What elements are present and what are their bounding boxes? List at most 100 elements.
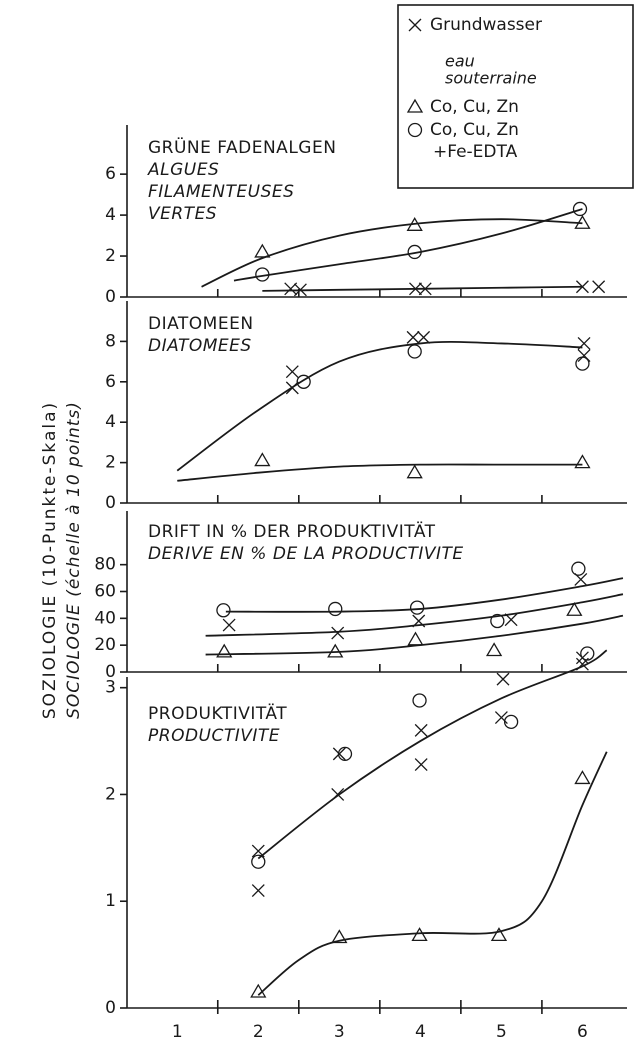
panel-title-fr: PRODUCTIVITE [148,726,280,746]
legend-label-fr: eau [445,52,475,71]
triangle-marker [574,770,591,785]
x-marker [494,711,508,725]
y-tick-label: 20 [94,635,116,655]
triangle-marker [574,454,591,469]
y-tick-label: 60 [94,582,116,602]
triangle-marker [254,243,271,258]
y-axis-label: SOZIOLOGIE (10-Punkte-Skala) [40,401,60,719]
circle-marker [409,600,425,615]
x-marker [577,336,591,350]
legend-label: Grundwasser [430,15,542,35]
x-marker [575,280,589,294]
circle-marker [407,244,422,260]
triangle-marker [407,631,424,646]
x-tick-label: 2 [253,1022,264,1042]
circle-marker [337,746,353,762]
panel-title: DIATOMEEN [148,314,254,334]
x-marker [222,618,236,632]
circle-marker [296,374,311,389]
fitted-curve [205,614,624,656]
legend-symbol [408,18,422,32]
triangle-marker [216,643,233,658]
y-tick-label: 2 [105,453,116,473]
y-tick-label: 2 [105,246,116,266]
x-marker [285,365,299,379]
panel-title-fr: DIATOMEES [148,336,252,356]
panel-title: GRÜNE FADENALGEN [148,136,336,158]
x-marker [574,572,588,586]
y-tick-label: 0 [105,287,116,307]
y-tick-label: 4 [105,205,116,225]
triangle-marker [254,452,271,467]
x-marker [414,723,428,737]
y-tick-label: 6 [105,164,116,184]
triangle-marker [327,643,344,658]
circle-marker [216,603,231,618]
circle-marker [255,267,270,282]
circle-marker [328,601,343,617]
fitted-curve [262,285,583,292]
x-marker [592,280,606,294]
x-tick-label: 5 [496,1022,507,1042]
y-tick-label: 2 [105,784,116,804]
fitted-curve [257,751,608,996]
x-marker [285,381,299,395]
fitted-curve [176,341,583,472]
x-marker [417,330,431,344]
legend-label-extra: +Fe-EDTA [433,142,518,162]
fitted-curve [177,463,583,482]
x-marker [251,844,265,858]
triangle-marker [250,983,267,998]
fitted-curve [201,218,583,288]
y-tick-label: 40 [94,608,116,628]
legend-label-fr: souterraine [445,69,537,88]
circle-marker [251,854,266,869]
triangle-marker [574,214,591,229]
x-marker [331,787,345,801]
y-tick-label: 80 [94,555,116,575]
panel-title-fr: DERIVE EN % DE LA PRODUCTIVITE [148,544,464,564]
fitted-curve [233,208,583,282]
triangle-marker [331,929,348,944]
triangle-marker [406,217,423,231]
x-marker [293,283,307,297]
circle-marker [407,344,422,359]
x-tick-label: 1 [172,1022,183,1042]
x-marker [409,282,422,296]
x-tick-label: 4 [415,1022,426,1042]
panel-title: PRODUKTIVITÄT [148,703,287,724]
y-tick-label: 8 [105,331,116,351]
circle-marker [503,714,519,729]
circle-marker [575,356,590,371]
fitted-curve [225,577,624,613]
fitted-curve [205,593,624,637]
x-marker [496,672,510,686]
x-marker [414,758,428,772]
x-marker [332,747,346,761]
x-tick-label: 6 [577,1022,588,1042]
triangle-marker [411,927,428,942]
circle-marker [412,693,427,708]
legend-symbol [407,122,423,138]
x-marker [251,884,265,898]
y-tick-label: 3 [105,678,116,698]
legend-box [397,4,634,189]
circle-marker [571,561,586,576]
legend-label: Co, Cu, Zn [430,120,519,140]
fitted-curve [257,649,608,860]
panel-title: DRIFT IN % DER PRODUKTIVITÄT [148,521,436,542]
legend-label: Co, Cu, Zn [430,97,519,117]
legend-symbol [406,98,424,113]
y-tick-label: 0 [105,998,116,1018]
panel-title-fr: FILAMENTEUSES [148,182,294,202]
x-tick-label: 3 [334,1022,345,1042]
y-tick-label: 0 [105,493,116,513]
y-tick-label: 0 [105,662,116,682]
x-marker [406,330,420,344]
triangle-marker [566,601,583,616]
x-marker [331,626,345,640]
circle-marker [580,646,595,661]
y-tick-label: 6 [105,372,116,392]
